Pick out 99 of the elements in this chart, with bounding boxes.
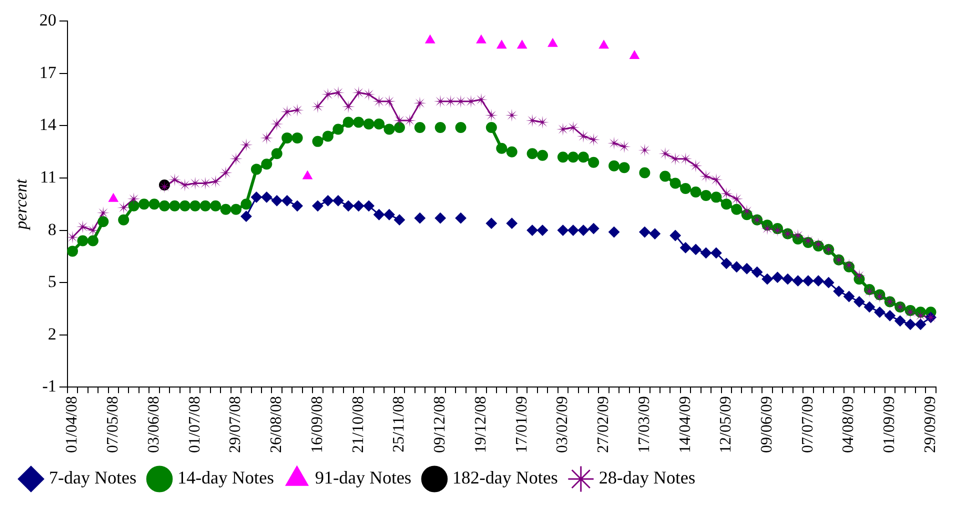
point [823,277,834,288]
x-tick-label: 26/08/08 [268,396,286,453]
point [741,263,752,274]
point [363,200,374,212]
y-axis-title: percent [12,178,31,230]
point [486,218,497,229]
point [720,258,732,269]
x-tick-label: 16/09/08 [308,396,326,453]
point [833,286,844,297]
x-tick-label: 01/09/09 [881,396,898,453]
point [649,228,660,240]
point [598,40,609,49]
point [762,274,773,285]
point [884,310,896,322]
point [342,200,354,212]
point [802,275,814,286]
x-tick-label: 01/07/08 [186,396,204,453]
y-tick-label: 17 [39,62,57,82]
point [353,200,364,212]
x-tick-label: 03/06/08 [145,396,162,453]
point [792,275,804,286]
point [680,242,692,254]
point [568,224,579,236]
y-tick-label: 11 [40,167,56,186]
point [548,38,558,47]
point [915,318,926,330]
x-tick-label: 07/07/09 [799,396,816,453]
point [894,315,906,326]
point [322,195,334,206]
point [588,223,600,234]
point [517,40,527,49]
point [506,218,518,229]
point [710,247,722,258]
point [394,214,405,226]
point [690,244,702,255]
x-tick-label: 09/06/09 [758,396,776,453]
point [425,34,435,44]
point [261,192,272,203]
point [312,200,324,212]
point [670,230,681,242]
legend-label: 91-day Notes [314,468,412,488]
point [526,224,538,236]
x-tick-label: 04/08/09 [840,396,858,453]
point [282,195,293,206]
point [384,209,395,220]
legend-label: 7-day Notes [49,468,136,488]
point [302,170,312,180]
point [812,275,824,286]
x-tick-label: 01/04/08 [64,396,81,453]
point [700,247,712,258]
legend-label: 182-day Notes [452,468,558,488]
y-tick-label: 8 [48,220,56,239]
point [292,200,303,212]
point [752,266,763,278]
point [630,50,640,60]
y-tick-label: 2 [48,324,56,344]
point [496,40,506,49]
x-tick-label: 25/11/08 [390,396,408,452]
y-tick-label: 20 [39,10,56,30]
x-tick-label: 21/10/08 [350,396,367,453]
x-tick-label: 27/02/09 [595,396,612,453]
point [874,306,886,318]
point [434,212,446,224]
y-tick-label: 5 [48,272,56,292]
y-tick-label: -1 [42,376,56,396]
point [731,261,742,272]
point [476,34,486,44]
point [639,226,650,238]
point [904,318,916,330]
point [108,193,118,202]
point [250,192,262,203]
point [374,209,385,220]
x-tick-label: 03/02/09 [554,396,572,453]
x-tick-label: 12/05/09 [718,396,735,453]
x-tick-label: 29/07/08 [227,396,244,453]
point [414,212,426,224]
point [772,272,784,283]
x-tick-label: 09/12/08 [432,396,449,453]
point [608,226,620,238]
point [854,296,865,308]
point [332,195,344,206]
x-tick-label: 14/04/09 [676,396,694,453]
point [537,224,548,236]
point [271,195,282,206]
point [578,224,589,236]
point [240,210,252,222]
point [782,274,794,285]
x-tick-label: 17/03/09 [636,396,653,453]
y-tick-label: 14 [39,115,57,134]
x-tick-label: 17/01/09 [513,396,530,453]
point [455,212,466,224]
x-tick-label: 29/09/09 [922,396,939,453]
point [864,301,875,312]
x-tick-label: 07/05/08 [104,396,122,453]
point [844,291,855,302]
legend-label: 28-day Notes [598,468,696,488]
point [557,224,568,236]
x-tick-label: 19/12/08 [472,396,490,453]
legend-label: 14-day Notes [177,468,274,488]
